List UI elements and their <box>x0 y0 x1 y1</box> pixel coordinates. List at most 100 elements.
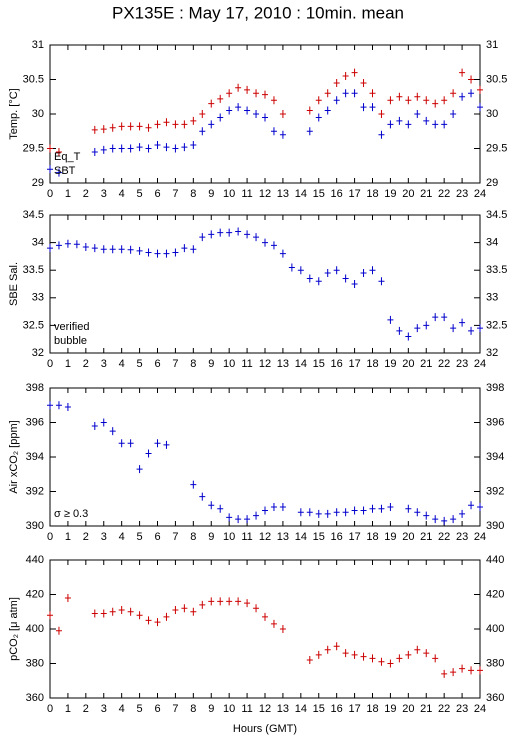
data-point <box>47 401 53 410</box>
x-tick-label: 18 <box>366 703 378 715</box>
data-point <box>342 72 349 81</box>
x-tick-label: 8 <box>190 703 196 715</box>
data-point <box>342 89 349 98</box>
data-point <box>109 144 116 153</box>
data-point <box>47 165 53 174</box>
data-point <box>100 145 107 154</box>
x-tick-label: 7 <box>172 188 178 200</box>
data-point <box>55 401 62 410</box>
data-point <box>262 238 268 247</box>
y-tick-label-right: 34 <box>486 237 498 249</box>
x-tick-label: 11 <box>241 188 252 200</box>
x-tick-label: 24 <box>474 188 486 200</box>
data-point <box>324 509 331 518</box>
chart-title: PX135E : May 17, 2010 : 10min. mean <box>112 3 404 22</box>
data-point <box>468 89 475 98</box>
data-point <box>360 652 367 661</box>
data-point <box>163 440 170 449</box>
y-tick-label: 32 <box>32 347 44 359</box>
data-point <box>387 120 394 129</box>
x-tick-label: 22 <box>438 703 450 715</box>
data-point <box>136 246 143 255</box>
data-point <box>199 233 206 242</box>
data-point <box>459 68 466 77</box>
data-point <box>441 516 448 525</box>
data-point <box>432 99 439 108</box>
data-point <box>208 99 215 108</box>
data-point <box>262 506 268 515</box>
data-point <box>154 141 161 150</box>
data-point <box>351 89 358 98</box>
data-point <box>369 89 376 98</box>
data-point <box>145 616 152 625</box>
data-point <box>414 110 421 118</box>
data-point <box>477 103 483 112</box>
y-tick-label: 394 <box>26 451 44 463</box>
x-tick-label: 14 <box>295 531 307 543</box>
x-tick-label: 15 <box>313 531 325 543</box>
x-tick-label: 15 <box>313 358 325 370</box>
data-point <box>226 513 233 522</box>
data-point <box>351 650 358 659</box>
data-point <box>154 618 161 627</box>
data-point <box>109 245 116 254</box>
data-point <box>172 606 179 615</box>
y-tick-label: 33 <box>32 292 44 304</box>
x-tick-label: 22 <box>438 531 450 543</box>
x-tick-label: 11 <box>241 531 252 543</box>
data-point <box>217 504 224 513</box>
x-tick-label: 9 <box>208 358 214 370</box>
y-tick-label-right: 398 <box>486 382 504 394</box>
data-point <box>163 249 170 258</box>
x-tick-label: 6 <box>154 358 160 370</box>
plot-frame <box>49 387 481 527</box>
data-point <box>226 597 233 606</box>
data-point <box>190 607 197 616</box>
x-tick-label: 20 <box>402 358 414 370</box>
data-point <box>315 509 322 518</box>
data-point <box>235 103 242 112</box>
data-point <box>441 313 448 322</box>
data-point <box>378 657 385 666</box>
data-point <box>279 249 286 258</box>
data-point <box>91 244 98 253</box>
data-point <box>127 144 134 153</box>
x-tick-label: 10 <box>223 703 235 715</box>
annotation: σ ≥ 0.3 <box>54 508 88 520</box>
data-point <box>477 503 483 512</box>
y-tick-label-right: 30.5 <box>486 73 507 85</box>
data-point <box>172 120 179 129</box>
data-point <box>100 609 107 618</box>
data-point <box>55 241 62 250</box>
x-tick-label: 21 <box>420 531 432 543</box>
x-tick-label: 0 <box>47 188 53 200</box>
y-tick-label: 360 <box>26 692 44 704</box>
x-tick-label: 14 <box>295 188 307 200</box>
x-tick-label: 10 <box>223 358 235 370</box>
data-point <box>270 619 277 628</box>
data-point <box>423 649 430 658</box>
x-tick-label: 6 <box>154 188 160 200</box>
y-tick-label: 34.5 <box>23 209 44 221</box>
y-tick-label: 396 <box>26 416 44 428</box>
data-point <box>235 83 242 92</box>
data-point <box>324 645 331 654</box>
x-tick-label: 2 <box>83 531 89 543</box>
data-point <box>405 96 412 105</box>
x-tick-label: 7 <box>172 703 178 715</box>
data-point <box>423 96 430 105</box>
x-tick-label: 3 <box>101 188 107 200</box>
x-tick-label: 0 <box>47 703 53 715</box>
data-point <box>477 666 483 675</box>
y-tick-label-right: 31 <box>486 39 498 51</box>
x-tick-label: 0 <box>47 531 53 543</box>
data-point <box>432 120 439 129</box>
x-tick-label: 24 <box>474 703 486 715</box>
data-point <box>64 402 71 411</box>
data-point <box>387 503 394 512</box>
data-point <box>109 123 116 132</box>
data-point <box>199 492 206 501</box>
data-point <box>163 612 170 621</box>
data-point <box>405 504 412 513</box>
data-point <box>253 89 260 98</box>
